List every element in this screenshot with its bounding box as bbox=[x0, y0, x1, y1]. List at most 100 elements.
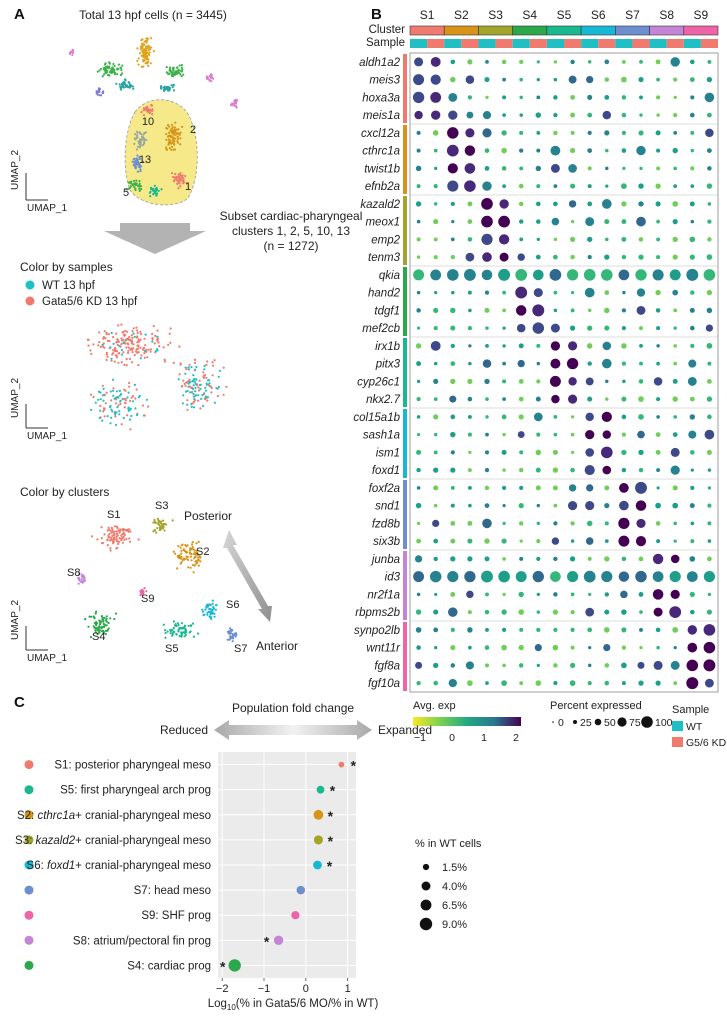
dotplot-dot bbox=[653, 377, 663, 386]
umap3-point bbox=[192, 563, 195, 567]
dotplot-dot bbox=[433, 397, 438, 401]
dotplot-dot bbox=[553, 556, 558, 562]
dotplot-dot bbox=[450, 467, 456, 473]
dotplot-dot bbox=[433, 556, 438, 562]
umap3-point bbox=[100, 537, 103, 540]
umap2-point bbox=[195, 365, 198, 369]
umap1-point bbox=[171, 86, 174, 89]
umap1-axes bbox=[25, 173, 48, 201]
umap3-point bbox=[211, 599, 214, 602]
umap2-point bbox=[99, 398, 102, 401]
x-axis-label: Log10(% in Gata5/6 MO/% in WT) bbox=[208, 998, 379, 1012]
size-legend-dot bbox=[422, 863, 430, 871]
data-point bbox=[313, 809, 324, 820]
umap1-point bbox=[149, 195, 152, 198]
dotplot-dot bbox=[585, 537, 594, 545]
dotplot-frame bbox=[409, 52, 719, 693]
umap2-point bbox=[112, 342, 115, 345]
umap3-point bbox=[159, 522, 162, 525]
umap2-point bbox=[213, 359, 216, 362]
umap2-point bbox=[122, 416, 125, 420]
dotplot-dot bbox=[570, 112, 576, 118]
gene-label-qkia: qkia bbox=[379, 270, 400, 282]
umap2-point bbox=[126, 351, 130, 355]
dotplot-dot bbox=[502, 432, 506, 437]
dotplot-dot bbox=[467, 556, 473, 562]
umap1-point bbox=[69, 52, 72, 56]
dotplot-dot bbox=[430, 74, 441, 85]
dotplot-dot bbox=[467, 325, 473, 331]
dotplot-dot bbox=[656, 361, 660, 366]
dotplot-dot bbox=[467, 219, 473, 224]
umap2-point bbox=[194, 368, 197, 371]
dotplot-dot bbox=[638, 467, 644, 473]
umap2-point bbox=[105, 333, 108, 336]
umap2-point bbox=[133, 353, 136, 357]
umap2-point bbox=[111, 410, 114, 413]
dotplot-dot bbox=[569, 680, 576, 686]
dotplot-dot bbox=[673, 95, 677, 100]
dotplot-dot bbox=[706, 609, 712, 615]
dotplot-dot bbox=[465, 661, 474, 670]
dotplot-dot bbox=[604, 94, 610, 100]
umap3-point bbox=[179, 546, 182, 549]
umap3-point bbox=[199, 560, 202, 563]
dotplot-dot bbox=[484, 609, 490, 615]
category-label: S5: first pharyngeal arch prog bbox=[60, 785, 211, 797]
category-dot bbox=[24, 885, 34, 895]
gene-label-mef2cb: mef2cb bbox=[362, 323, 400, 335]
umap2-point bbox=[99, 345, 102, 348]
umap1-point bbox=[119, 73, 122, 77]
umap1-point bbox=[138, 187, 141, 190]
umap1-point bbox=[134, 137, 137, 140]
umap2-point bbox=[191, 380, 194, 383]
dotplot-dot bbox=[655, 521, 661, 526]
umap1-point bbox=[142, 65, 145, 68]
umap1-point bbox=[145, 45, 148, 48]
dotplot-dot bbox=[605, 148, 609, 153]
umap2-point bbox=[184, 372, 187, 375]
legend-pct-tick-4: 100 bbox=[655, 717, 673, 729]
cluster-header-S3: S3 bbox=[488, 8, 503, 22]
dotplot-dot bbox=[549, 375, 561, 387]
umap1-point bbox=[181, 176, 184, 180]
umap2-point bbox=[139, 346, 142, 349]
umap3-point bbox=[201, 608, 204, 611]
umap2-point bbox=[125, 346, 128, 349]
umap2-point bbox=[115, 390, 119, 393]
dotplot-dot bbox=[570, 148, 576, 154]
dotplot-dot bbox=[584, 287, 595, 298]
umap3-point bbox=[118, 531, 121, 534]
umap2-point bbox=[129, 399, 132, 402]
umap2-point bbox=[140, 333, 143, 336]
dotplot-dot bbox=[638, 449, 644, 456]
umap1-point bbox=[137, 57, 140, 60]
umap3-point bbox=[178, 557, 181, 560]
umap2-point bbox=[102, 399, 105, 402]
umap2-point bbox=[119, 402, 122, 406]
umap2-point bbox=[147, 348, 150, 351]
umap2-point bbox=[114, 349, 117, 352]
dotplot-dot bbox=[638, 591, 644, 597]
umap3-label-s1: S1 bbox=[107, 509, 120, 521]
dotplot-dot bbox=[638, 77, 644, 83]
umap2-point bbox=[130, 396, 133, 399]
dotplot-dot bbox=[449, 395, 457, 403]
umap2-point bbox=[137, 345, 140, 348]
umap1-point bbox=[139, 168, 142, 171]
umap1-point bbox=[181, 125, 184, 128]
umap3-point bbox=[137, 538, 140, 541]
dotplot-dot bbox=[484, 467, 490, 473]
legend-sample-wt-swatch bbox=[672, 721, 683, 731]
posterior-label: Posterior bbox=[184, 509, 232, 523]
umap3-point bbox=[105, 629, 108, 633]
dotplot-dot bbox=[690, 468, 694, 472]
dotplot-dot bbox=[433, 450, 438, 455]
umap1-point bbox=[152, 193, 155, 196]
dotplot-dot bbox=[653, 607, 663, 617]
dotplot-dot bbox=[536, 379, 541, 384]
umap3-point bbox=[180, 634, 183, 637]
dotplot-dot bbox=[467, 95, 473, 100]
dotplot-dot bbox=[519, 166, 524, 171]
dotplot-dot bbox=[622, 290, 626, 295]
